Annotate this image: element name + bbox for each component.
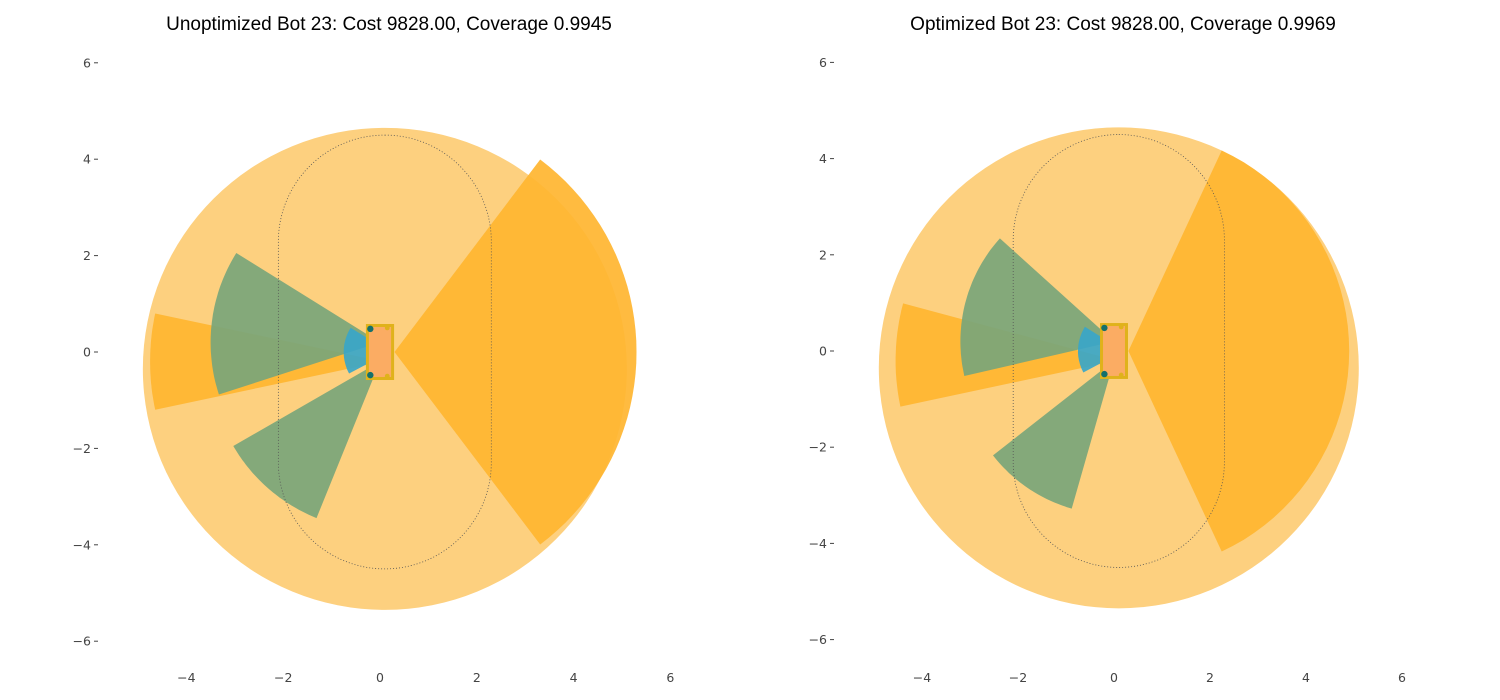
panel-unoptimized: Unoptimized Bot 23: Cost 9828.00, Covera…	[73, 14, 675, 685]
plot-area	[142, 127, 637, 610]
x-tick-label: −4	[177, 670, 195, 685]
sensor-wedge-front	[394, 159, 637, 545]
y-tick-label: −4	[809, 536, 827, 551]
x-tick-label: 4	[1302, 670, 1310, 685]
y-tick-label: −2	[809, 440, 827, 455]
y-tick-label: 2	[819, 247, 827, 262]
y-tick-label: −6	[809, 632, 827, 647]
y-tick-label: −4	[73, 537, 91, 552]
robot-sensor-dot	[384, 325, 390, 331]
x-tick-label: 6	[666, 670, 674, 685]
panel-title: Optimized Bot 23: Cost 9828.00, Coverage…	[910, 14, 1336, 35]
sensor-wedge-right	[993, 360, 1114, 509]
robot-sensor-dot	[1118, 372, 1124, 378]
y-tick-label: 0	[83, 345, 91, 360]
y-tick-label: 6	[819, 55, 827, 70]
panel-title: Unoptimized Bot 23: Cost 9828.00, Covera…	[166, 14, 612, 35]
robot-sensor-dot	[367, 325, 374, 333]
axes: −4 −2 0 2 4 6 −6 −4 −2 0 2 4 6	[809, 55, 1406, 685]
y-tick-label: −6	[73, 634, 91, 649]
axes: −4 −2 0 2 4 6 −6 −4 −2 0 2 4 6	[73, 55, 675, 685]
target-region-outline	[277, 134, 492, 570]
target-region-outline	[1012, 134, 1225, 568]
x-tick-label: 2	[473, 670, 481, 685]
plot-area	[878, 127, 1359, 609]
sensor-wedge-front	[1128, 150, 1350, 552]
robot-body	[1100, 323, 1128, 379]
y-tick-label: 4	[819, 151, 827, 166]
robot-sensor-dot	[384, 373, 390, 379]
y-tick-label: −2	[73, 441, 91, 456]
x-tick-label: 2	[1206, 670, 1214, 685]
panel-optimized: Optimized Bot 23: Cost 9828.00, Coverage…	[809, 14, 1406, 685]
x-tick-label: −2	[274, 670, 292, 685]
y-tick-label: 2	[83, 248, 91, 263]
x-tick-label: −4	[913, 670, 931, 685]
robot-sensor-dot	[1101, 324, 1108, 332]
robot-body	[365, 323, 395, 381]
sensor-wedge-right	[233, 361, 380, 519]
x-tick-label: 0	[1110, 670, 1118, 685]
x-tick-label: 0	[376, 670, 384, 685]
x-tick-label: 6	[1398, 670, 1406, 685]
robot-sensor-dot	[1118, 324, 1124, 330]
robot-sensor-dot	[1101, 370, 1108, 378]
sensor-wedge-left	[210, 253, 380, 395]
x-tick-label: −2	[1009, 670, 1027, 685]
x-tick-label: 4	[570, 670, 578, 685]
robot-sensor-dot	[367, 371, 374, 379]
sensor-wedge-left	[960, 238, 1114, 376]
y-tick-label: 6	[83, 55, 91, 70]
y-tick-label: 0	[819, 344, 827, 359]
y-tick-label: 4	[83, 152, 91, 167]
